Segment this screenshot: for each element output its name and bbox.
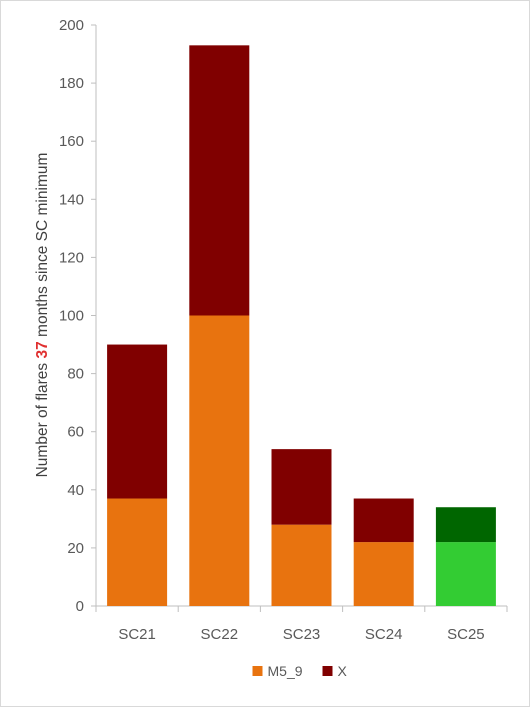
- y-axis-label: Number of flares 37 months since SC mini…: [34, 153, 51, 478]
- bar-sc22-x: [189, 45, 250, 316]
- legend-swatch-x: [322, 666, 333, 676]
- bar-sc23-x: [271, 449, 332, 525]
- y-tick-label: 200: [59, 17, 84, 34]
- y-tick-label: 140: [59, 191, 84, 208]
- y-axis-label-highlight: 37: [34, 341, 51, 358]
- bar-sc25-x: [435, 507, 496, 543]
- x-tick-label: SC24: [365, 626, 403, 643]
- y-axis-label-suffix: months since SC minimum: [34, 153, 51, 342]
- legend: M5_9 X: [252, 663, 348, 679]
- y-tick-label: 120: [59, 249, 84, 266]
- y-tick-label: 0: [76, 598, 84, 615]
- x-tick-label: SC25: [447, 626, 485, 643]
- bar-sc25-m5-9: [435, 542, 496, 606]
- y-tick-label: 80: [67, 366, 84, 383]
- legend-label-x: X: [338, 663, 348, 679]
- bar-sc24-x: [353, 498, 414, 543]
- x-tick-label: SC23: [283, 626, 321, 643]
- bar-sc21-x: [107, 344, 168, 499]
- bar-sc23-m5-9: [271, 524, 332, 606]
- y-tick-label: 20: [67, 540, 84, 557]
- y-tick-label: 40: [67, 482, 84, 499]
- bars: [107, 45, 496, 606]
- x-tick-label: SC21: [118, 626, 156, 643]
- legend-label-m5-9: M5_9: [268, 663, 303, 679]
- y-tick-label: 100: [59, 308, 84, 325]
- x-axis-ticks: [95, 606, 508, 612]
- y-tick-label: 160: [59, 133, 84, 150]
- legend-swatch-m5-9: [252, 666, 263, 676]
- y-axis-label-prefix: Number of flares: [34, 359, 51, 478]
- bar-sc21-m5-9: [107, 498, 168, 606]
- bar-sc22-m5-9: [189, 315, 250, 606]
- y-axis-ticks: 0 20 40 60 80 100 120 140 160 180 200: [59, 17, 96, 615]
- x-axis-labels: SC21 SC22 SC23 SC24 SC25: [118, 626, 484, 643]
- x-tick-label: SC22: [201, 626, 239, 643]
- bar-sc24-m5-9: [353, 542, 414, 606]
- y-tick-label: 60: [67, 424, 84, 441]
- y-tick-label: 180: [59, 75, 84, 92]
